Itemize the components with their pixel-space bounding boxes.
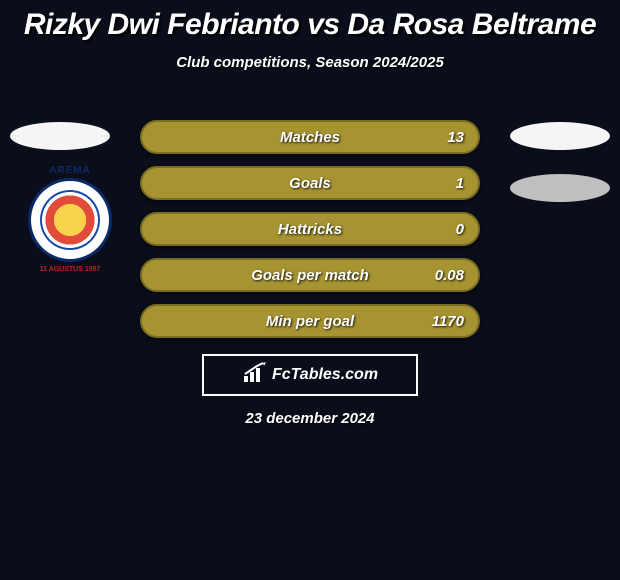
stat-row-min-per-goal: Min per goal 1170 xyxy=(140,304,480,338)
stat-value: 0.08 xyxy=(435,267,464,284)
stat-label: Matches xyxy=(280,129,340,146)
stats-list: Matches 13 Goals 1 Hattricks 0 Goals per… xyxy=(140,120,480,350)
stat-row-matches: Matches 13 xyxy=(140,120,480,154)
stat-label: Hattricks xyxy=(278,221,342,238)
date-label: 23 december 2024 xyxy=(0,410,620,427)
stat-value: 1170 xyxy=(432,313,464,330)
brand-text: FcTables.com xyxy=(272,366,378,384)
page-title: Rizky Dwi Febrianto vs Da Rosa Beltrame xyxy=(0,8,620,42)
stat-value: 1 xyxy=(456,175,464,192)
badge-emblem xyxy=(40,190,100,250)
player-right-marker xyxy=(510,122,610,150)
brand-box: FcTables.com xyxy=(202,354,418,396)
stat-value: 13 xyxy=(447,129,464,146)
player-right-secondary-marker xyxy=(510,174,610,202)
subtitle: Club competitions, Season 2024/2025 xyxy=(0,54,620,71)
badge-name: AREMA xyxy=(31,165,109,176)
stat-label: Goals xyxy=(289,175,331,192)
stat-label: Min per goal xyxy=(266,313,354,330)
club-badge: AREMA 11 AGUSTUS 1987 xyxy=(28,178,112,262)
chart-icon xyxy=(242,362,268,389)
stat-value: 0 xyxy=(456,221,464,238)
stat-row-goals-per-match: Goals per match 0.08 xyxy=(140,258,480,292)
player-left-marker xyxy=(10,122,110,150)
stat-row-goals: Goals 1 xyxy=(140,166,480,200)
comparison-card: Rizky Dwi Febrianto vs Da Rosa Beltrame … xyxy=(0,0,620,580)
badge-date: 11 AGUSTUS 1987 xyxy=(31,266,109,273)
stat-row-hattricks: Hattricks 0 xyxy=(140,212,480,246)
stat-label: Goals per match xyxy=(251,267,369,284)
